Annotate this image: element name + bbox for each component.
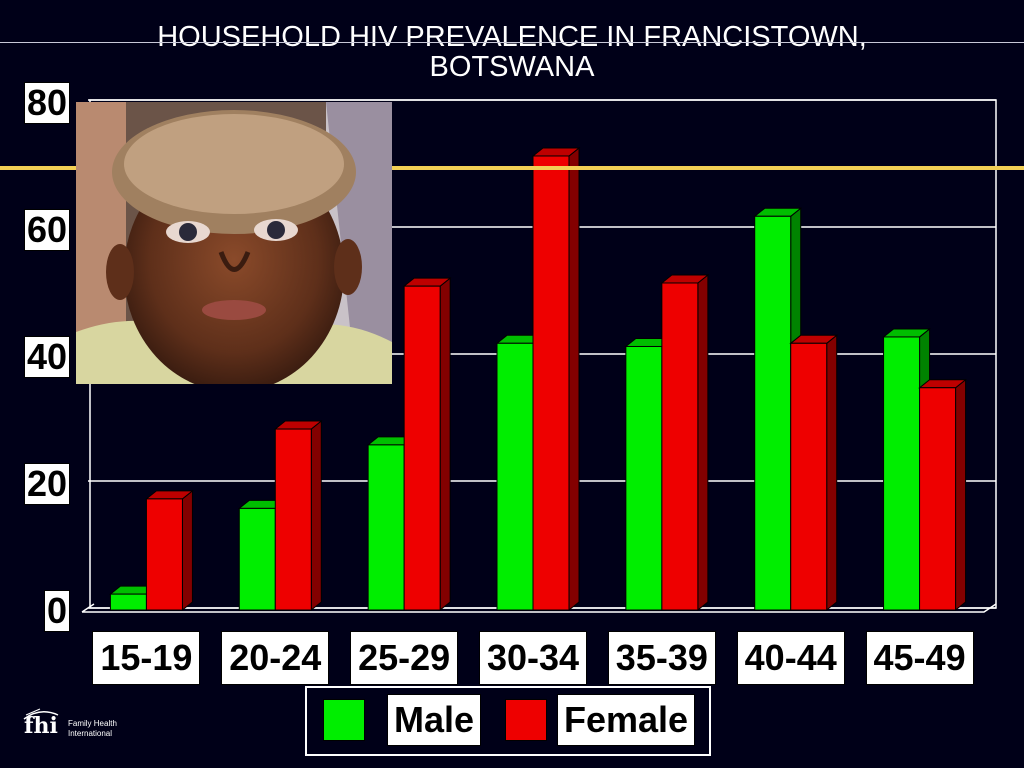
fhi-logo-mark-text: fhi: [24, 713, 58, 739]
x-tick-15-19: 15-19: [92, 631, 201, 685]
y-tick-0: 0: [43, 590, 70, 632]
fhi-logo-mark-icon: [23, 708, 59, 720]
legend-label-female: Female: [557, 694, 696, 746]
legend-swatch-female: [505, 699, 547, 741]
highlight-line: [0, 166, 1024, 170]
chart-title-line-1: HOUSEHOLD HIV PREVALENCE IN FRANCISTOWN,: [157, 21, 867, 53]
bar-female-45-49: [918, 378, 967, 612]
chart-legend: Male Female: [305, 686, 711, 756]
y-tick-40: 40: [23, 336, 70, 378]
x-tick-25-29: 25-29: [350, 631, 459, 685]
x-tick-45-49: 45-49: [865, 631, 974, 685]
bar-female-20-24: [273, 419, 323, 612]
x-tick-20-24: 20-24: [221, 631, 330, 685]
y-tick-60: 60: [23, 209, 70, 251]
bar-female-25-29: [402, 277, 452, 612]
legend-swatch-male: [323, 699, 365, 741]
y-tick-20: 20: [23, 463, 70, 505]
bar-female-35-39: [660, 273, 710, 612]
fhi-logo-line-1: Family Health: [68, 719, 117, 728]
fhi-logo-line-2: International: [68, 729, 113, 738]
top-divider-line: [0, 42, 1024, 43]
bar-female-15-19: [145, 489, 194, 612]
x-tick-35-39: 35-39: [607, 631, 716, 685]
y-tick-80: 80: [23, 82, 70, 124]
chart-title-line-2: BOTSWANA: [429, 51, 595, 83]
bar-female-40-44: [789, 334, 839, 612]
bar-female-30-34: [531, 146, 581, 612]
x-tick-30-34: 30-34: [479, 631, 587, 685]
fhi-logo: fhi Family Health International: [20, 705, 130, 745]
child-portrait-photo: [76, 102, 392, 384]
chart-floor: [81, 603, 997, 613]
chart-title: HOUSEHOLD HIV PREVALENCE IN FRANCISTOWN,…: [0, 22, 1024, 82]
x-tick-40-44: 40-44: [736, 631, 845, 685]
legend-label-male: Male: [387, 694, 482, 746]
